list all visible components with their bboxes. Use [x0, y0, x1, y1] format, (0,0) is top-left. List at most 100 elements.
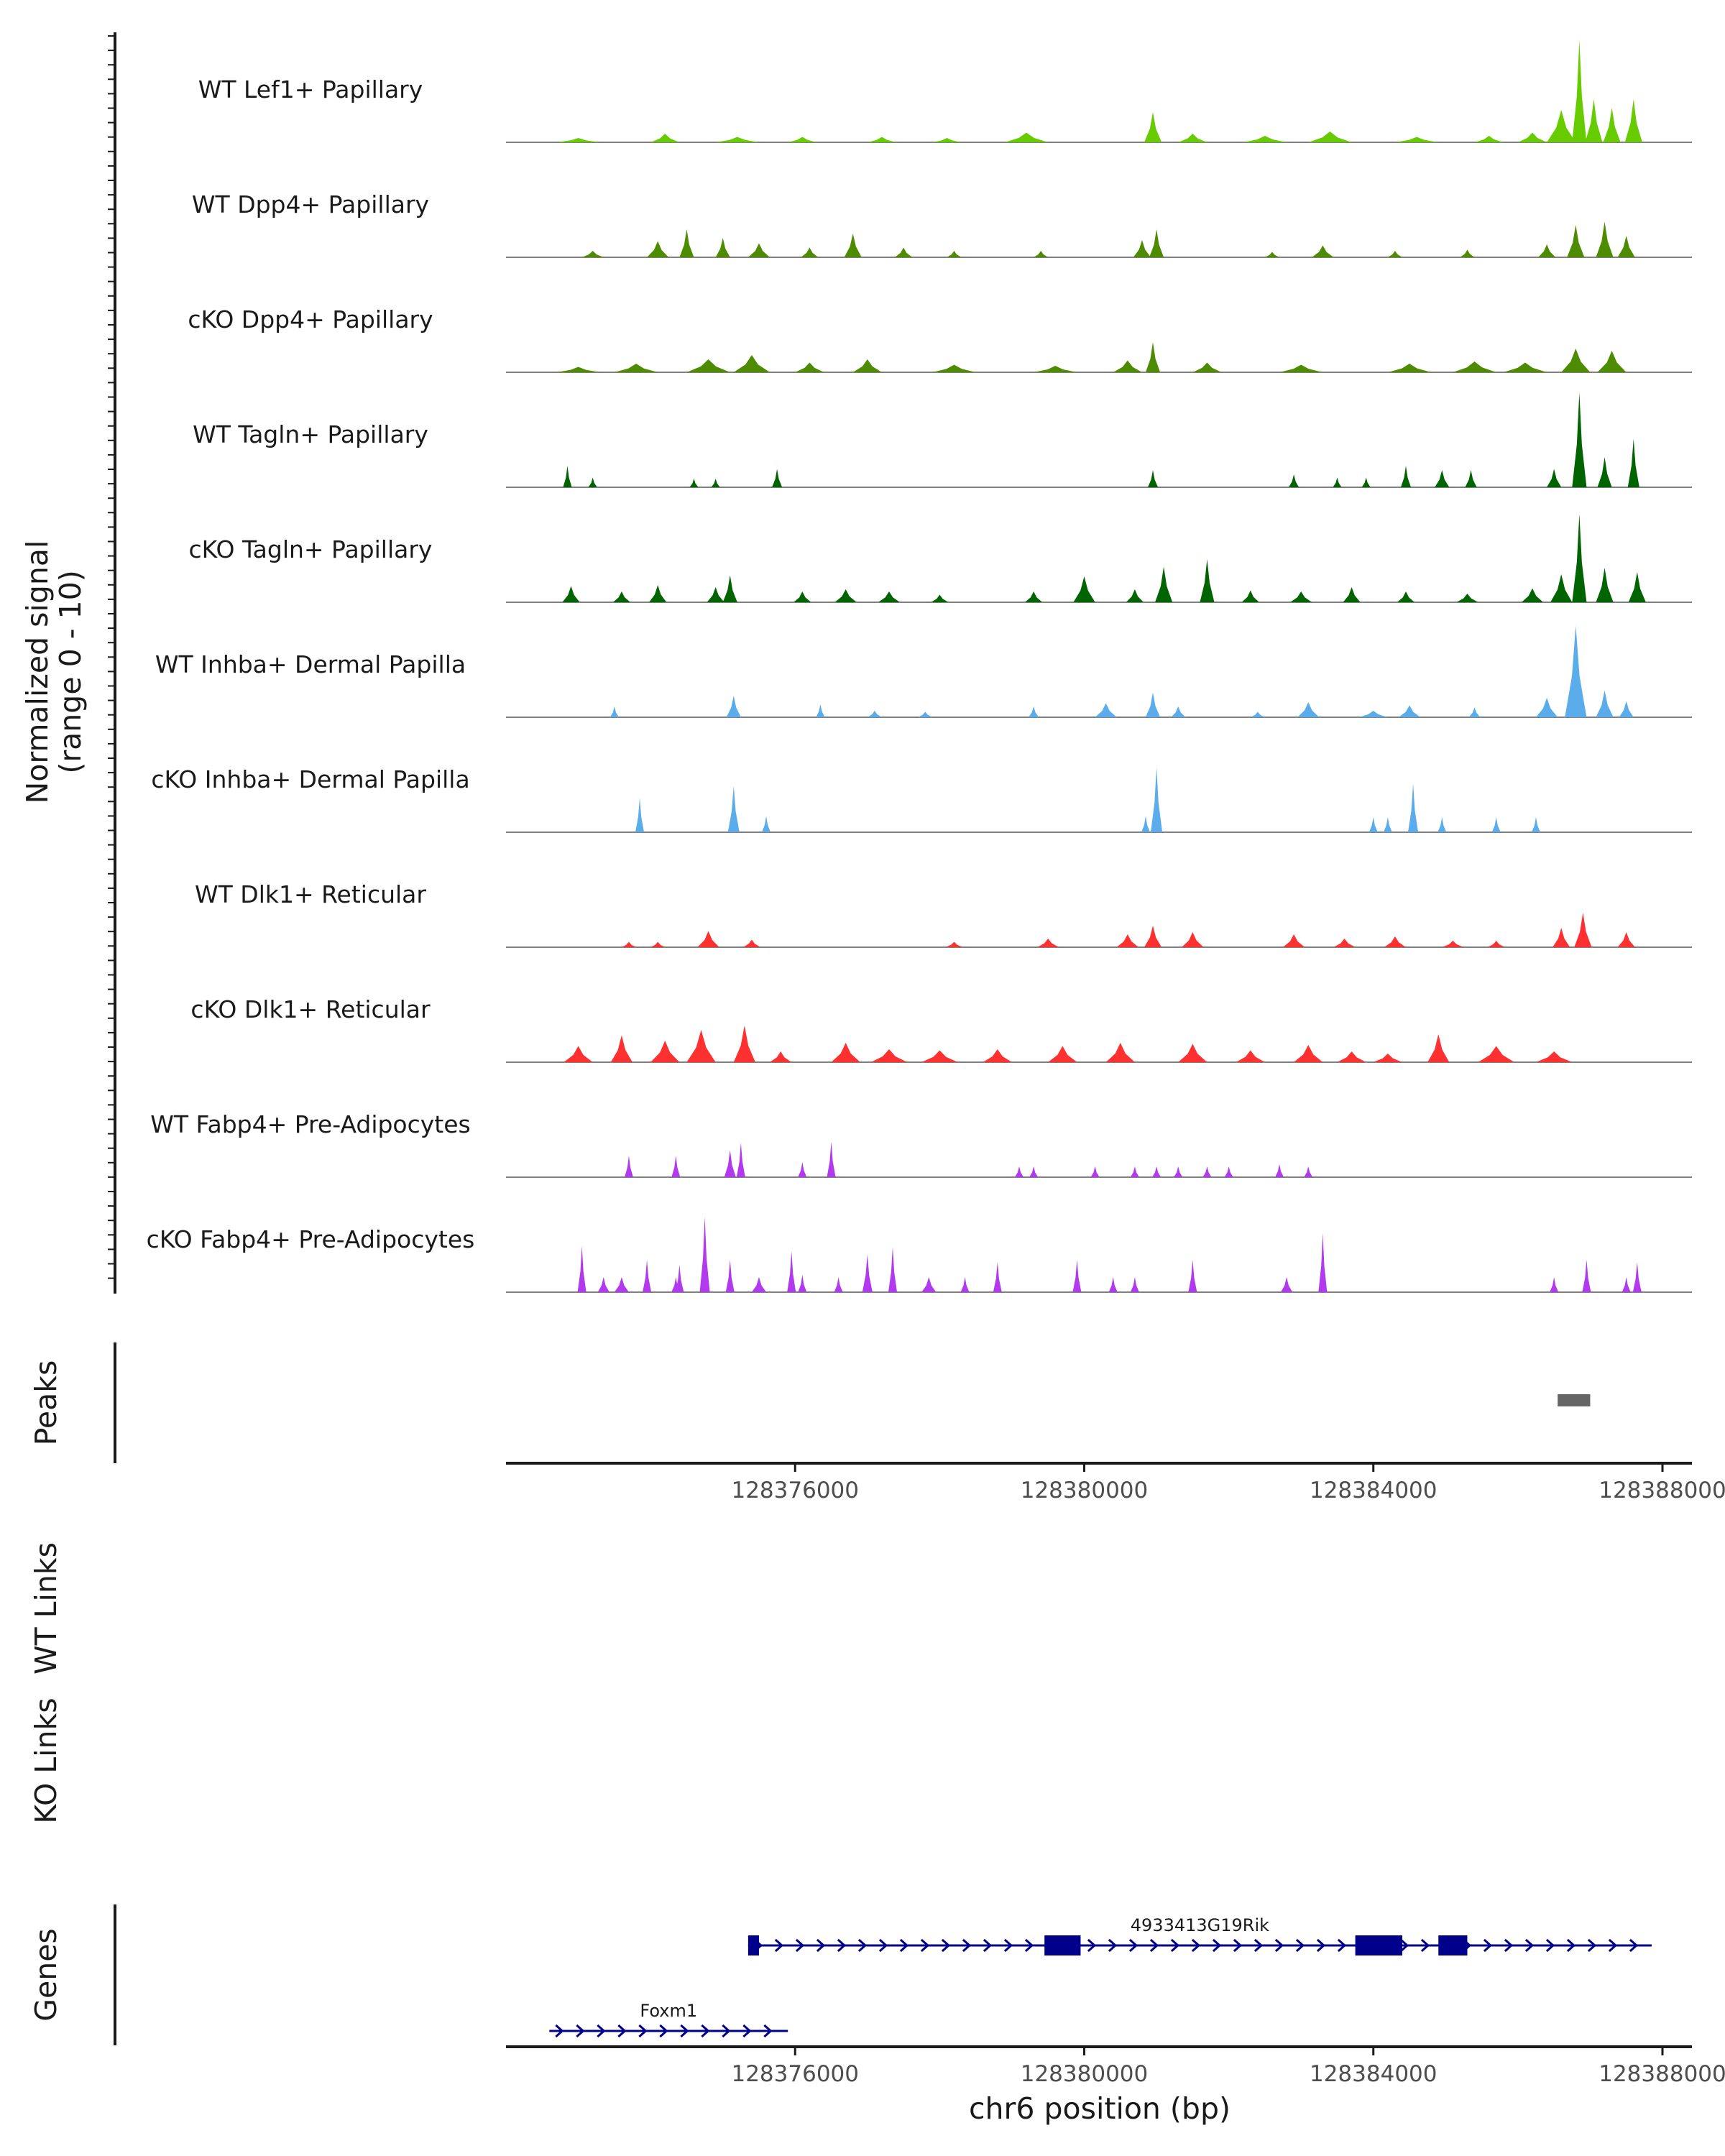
strand-arrow	[941, 1938, 951, 1953]
strand-arrow	[638, 2024, 648, 2038]
signal-peak	[1536, 1051, 1573, 1062]
signal-peak	[762, 816, 771, 832]
signal-peak	[1029, 706, 1039, 717]
strand-arrow	[837, 1938, 847, 1953]
strand-arrow	[722, 2024, 731, 2038]
signal-peak	[1202, 1166, 1212, 1177]
gene-exon	[1438, 1935, 1468, 1955]
signal-peak	[1435, 470, 1450, 487]
signal-peak	[1144, 926, 1162, 947]
signal-peak	[1145, 342, 1161, 372]
signal-peak	[556, 138, 600, 142]
signal-peak	[1116, 934, 1138, 947]
x-tick-label: 128388000	[1598, 1478, 1725, 1503]
peaks-track-title: Peaks	[29, 1360, 63, 1446]
strand-arrow	[1420, 1938, 1430, 1953]
strand-arrow	[1149, 1938, 1159, 1953]
strand-arrow	[1608, 1938, 1618, 1953]
signal-peak	[733, 1026, 755, 1062]
signal-peak	[798, 1275, 807, 1292]
strand-arrow	[857, 1938, 868, 1953]
strand-arrow	[1316, 1938, 1326, 1953]
gene-models: 4933413G19Rik Foxm1	[549, 1915, 1652, 2038]
signal-peak	[1567, 225, 1585, 257]
signal-peak	[1037, 939, 1059, 947]
track-label: WT Fabp4+ Pre-Adipocytes	[150, 1110, 470, 1138]
signal-peak	[1572, 514, 1587, 602]
signal-peak	[1397, 591, 1415, 602]
signal-peak	[816, 704, 825, 717]
strand-arrow	[1504, 1938, 1514, 1953]
signal-peak	[788, 137, 817, 142]
signal-peak	[1178, 1044, 1208, 1062]
track-label: cKO Dpp4+ Papillary	[188, 305, 433, 333]
signal-peak	[1130, 1277, 1139, 1292]
strand-arrow	[1024, 1938, 1034, 1953]
signal-peak	[635, 798, 645, 832]
strand-arrow	[795, 1938, 805, 1953]
signal-peak	[1289, 474, 1300, 487]
strand-arrow	[816, 1938, 826, 1953]
y-axis-title-range: (range 0 - 10)	[53, 570, 88, 773]
signal-peak	[834, 589, 857, 602]
signal-peak	[1574, 913, 1592, 947]
signal-peak	[801, 247, 819, 257]
strand-arrow	[1191, 1938, 1201, 1953]
strand-arrow	[1087, 1938, 1097, 1953]
signal-peak	[1200, 559, 1215, 602]
signal-peak	[931, 594, 949, 602]
strand-arrow	[1545, 1938, 1555, 1953]
signal-peak	[1547, 110, 1576, 142]
signal-peak	[1279, 364, 1323, 372]
signal-peak	[649, 585, 667, 602]
track-label: WT Dpp4+ Papillary	[192, 190, 429, 218]
signal-peak	[1095, 703, 1117, 717]
signal-peak	[614, 364, 658, 372]
signal-peak	[588, 477, 597, 487]
signal-peak	[1358, 711, 1388, 717]
signal-peak	[736, 1143, 745, 1177]
x-tick-label: 128384000	[1310, 2061, 1438, 2087]
signal-peak	[895, 247, 913, 257]
signal-peak	[1468, 707, 1481, 717]
x-tick-label: 128380000	[1021, 2061, 1149, 2087]
signal-peak	[1383, 817, 1392, 832]
signal-peak	[1596, 568, 1614, 602]
signal-peak	[1048, 1046, 1077, 1062]
ko-links-title: KO Links	[29, 1697, 63, 1823]
signal-peak	[1318, 1233, 1328, 1292]
signal-peak	[711, 479, 720, 487]
strand-arrow	[1233, 1938, 1243, 1953]
coverage-track: WT Fabp4+ Pre-Adipocytes	[150, 1110, 1692, 1178]
track-label: cKO Fabp4+ Pre-Adipocytes	[147, 1225, 475, 1253]
signal-peak	[697, 931, 719, 947]
signal-peak	[1264, 252, 1280, 257]
strand-arrow	[983, 1938, 993, 1953]
signal-peak	[918, 711, 933, 717]
signal-peak	[563, 466, 572, 487]
signal-axis	[108, 32, 116, 1294]
signal-peak	[1073, 576, 1095, 602]
signal-peak	[564, 1046, 593, 1062]
signal-peak	[1155, 566, 1173, 602]
signal-peak	[1387, 364, 1432, 372]
signal-peak	[699, 1217, 710, 1292]
signal-peak	[650, 1041, 680, 1062]
signal-peak	[1572, 40, 1587, 142]
signal-peak	[1147, 470, 1159, 487]
signal-peak	[1004, 132, 1049, 142]
signal-peak	[794, 591, 811, 602]
strand-arrow	[1128, 1938, 1138, 1953]
signal-peak	[1108, 1277, 1118, 1292]
signal-peak	[1521, 588, 1544, 602]
signal-peak	[1290, 591, 1312, 602]
signal-peak	[1561, 349, 1591, 372]
signal-peak	[1343, 587, 1361, 602]
x-tick-label: 128380000	[1021, 1478, 1149, 1503]
signal-peak	[1308, 132, 1352, 142]
signal-peak	[1456, 594, 1478, 602]
signal-peak	[1619, 701, 1634, 717]
signal-peak	[1487, 941, 1505, 947]
signal-peak	[1538, 244, 1556, 257]
signal-peak	[1503, 362, 1547, 372]
